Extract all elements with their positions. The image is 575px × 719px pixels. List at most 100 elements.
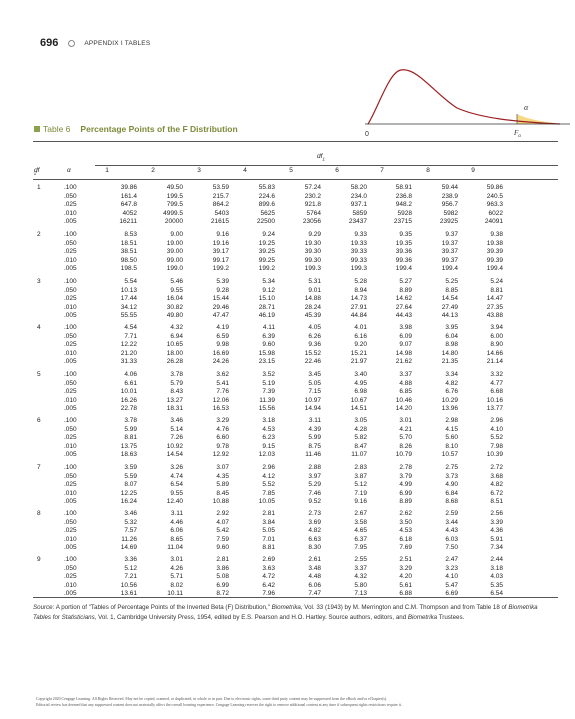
table-cell: 4.74 (170, 472, 183, 480)
table-cell: 9.24 (262, 231, 275, 238)
table-cell: 899.6 (258, 201, 275, 209)
df2-value: 3 (37, 278, 41, 285)
table-cell: 7.47 (308, 590, 321, 598)
table-cell: 9.28 (216, 286, 229, 294)
table-cell: 12.92 (212, 451, 229, 459)
table-row: .050 161.4 199.5 215.7 224.6 230.2 234.0 236.8 2… (0, 193, 575, 202)
table-row: .010 34.12 30.82 29.46 28.71 28.24 27.91 27.64 2… (0, 304, 575, 313)
table-cell: 2.44 (490, 556, 503, 563)
table-cell: 4999.5 (163, 209, 183, 217)
table-label: Table 6 (43, 124, 71, 134)
column-header: 9 (471, 167, 475, 174)
table-cell: 10.11 (167, 590, 183, 598)
table-cell: 199.4 (486, 265, 503, 273)
table-cell: 5.24 (490, 278, 503, 285)
table-cell: 3.40 (354, 371, 367, 378)
alpha-value: .100 (64, 464, 77, 471)
table-cell: 5.59 (124, 472, 137, 480)
table-cell: 4.99 (399, 481, 412, 489)
table-cell: 2.55 (354, 556, 367, 563)
table-cell: 5.39 (216, 278, 229, 285)
table-cell: 23925 (439, 218, 458, 226)
table-cell: 21.20 (120, 349, 137, 357)
table-cell: 10.46 (395, 396, 412, 404)
table-cell: 8.65 (170, 535, 183, 543)
table-cell: 43.88 (486, 312, 503, 320)
table-cell: 6.94 (170, 332, 183, 340)
table-cell: 6.69 (445, 590, 458, 598)
table-row: 5 .100 4.06 3.78 3.62 3.52 3.45 3.40 3.37 3.34 3.3… (0, 371, 575, 380)
table-cell: 3.86 (216, 564, 229, 572)
table-cell: 5.99 (124, 425, 137, 433)
circle-icon (68, 39, 76, 47)
table-cell: 956.7 (441, 201, 458, 209)
df2-group: 6 .100 3.78 3.46 3.29 3.18 3.11 3.05 3.01 2.98 2.9… (0, 417, 575, 477)
table-row: 7 .100 3.59 3.26 3.07 2.96 2.88 2.83 2.78 2.75 2.7… (0, 464, 575, 473)
table-cell: 3.97 (308, 472, 321, 480)
table-cell: 2.78 (399, 464, 412, 471)
table-cell: 14.54 (441, 295, 458, 303)
table-cell: 234.0 (350, 192, 367, 200)
source-note: Source: A portion of "Tables of Percenta… (33, 604, 538, 622)
table-cell: 99.30 (304, 256, 321, 264)
table-cell: 49.80 (166, 312, 183, 320)
table-cell: 9.29 (308, 231, 321, 238)
alpha-value: .025 (64, 201, 77, 209)
table-cell: 4.19 (216, 324, 229, 331)
table-cell: 198.5 (120, 265, 137, 273)
table-cell: 44.43 (395, 312, 412, 320)
copyright-line: Copyright 2020 Cengage Learning. All Rig… (36, 697, 388, 701)
table-cell: 15.98 (258, 349, 275, 357)
table-cell: 10.13 (120, 286, 137, 294)
table-cell: 4.03 (490, 573, 503, 581)
table-cell: 3.62 (216, 371, 229, 378)
table-cell: 4.53 (399, 527, 412, 535)
table-cell: 3.94 (490, 324, 503, 331)
table-cell: 39.00 (166, 248, 183, 256)
table-cell: 199.5 (166, 192, 183, 200)
table-cell: 16.53 (212, 405, 229, 413)
table-row: .025 7.21 5.71 5.08 4.72 4.48 4.32 4.20 4.10 4.03 (0, 573, 575, 582)
table-cell: 6.03 (445, 535, 458, 543)
table-cell: 19.35 (395, 239, 412, 247)
table-cell: 3.58 (354, 518, 367, 526)
running-header: 696 APPENDIX I TABLES (40, 36, 150, 50)
table-cell: 23437 (348, 218, 367, 226)
alpha-value: .010 (64, 442, 77, 450)
alpha-value: .010 (64, 349, 77, 357)
table-cell: 4.15 (445, 425, 458, 433)
alpha-value: .025 (64, 341, 77, 349)
df2-group: 9 .100 3.36 3.01 2.81 2.69 2.61 2.55 2.51 2.47 2.4… (0, 556, 575, 616)
table-cell: 10.67 (350, 396, 367, 404)
table-cell: 10.65 (166, 341, 183, 349)
table-cell: 6.76 (445, 388, 458, 396)
table-cell: 39.33 (350, 248, 367, 256)
table-cell: 9.00 (170, 231, 183, 238)
table-cell: 3.78 (170, 371, 183, 378)
alpha-value: .050 (64, 472, 77, 480)
alpha-value: .050 (64, 518, 77, 526)
page-number: 696 (40, 37, 59, 49)
table-cell: 16.04 (166, 295, 183, 303)
table-cell: 7.34 (490, 544, 503, 552)
table-cell: 7.76 (216, 388, 229, 396)
df2-value: 1 (37, 184, 41, 191)
table-cell: 161.4 (120, 192, 137, 200)
table-row: 8 .100 3.46 3.11 2.92 2.81 2.73 2.67 2.62 2.59 2.5… (0, 510, 575, 519)
table-cell: 29.46 (212, 303, 229, 311)
table-cell: 2.72 (490, 464, 503, 471)
table-cell: 5.28 (354, 278, 367, 285)
table-cell: 9.33 (354, 231, 367, 238)
table-cell: 5.60 (445, 434, 458, 442)
table-cell: 5.08 (216, 573, 229, 581)
table-cell: 4.06 (124, 371, 137, 378)
table-cell: 7.19 (354, 489, 367, 497)
df2-value: 5 (37, 371, 41, 378)
table-cell: 8.26 (399, 442, 412, 450)
table-cell: 8.07 (124, 481, 137, 489)
table-cell: 4.88 (399, 379, 412, 387)
table-cell: 99.17 (212, 256, 229, 264)
alpha-value: .025 (64, 573, 77, 581)
table-cell: 5.46 (170, 278, 183, 285)
table-cell: 6.39 (262, 332, 275, 340)
